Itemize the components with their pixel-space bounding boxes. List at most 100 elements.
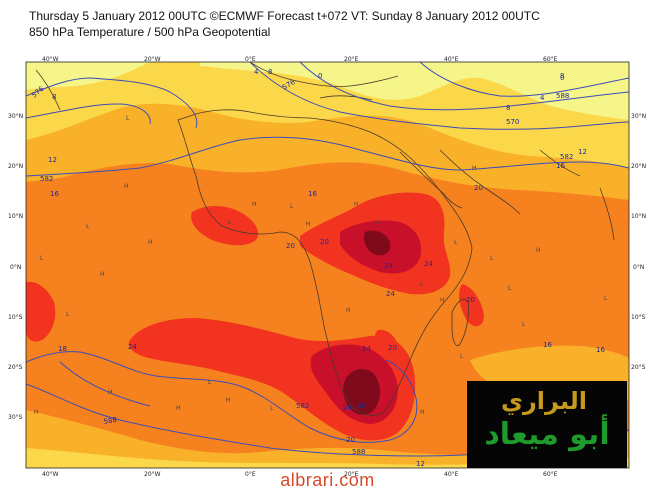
contour-label: 0 [560, 74, 564, 82]
lat-tick-label: 30°N [631, 113, 646, 120]
contour-label: 20 [388, 344, 397, 352]
lon-tick-label: 0°E [245, 471, 256, 478]
contour-label: 12 [578, 148, 587, 156]
lat-tick-label: 10°S [631, 314, 646, 321]
pressure-mark: H [176, 405, 181, 412]
lat-tick-label: 20°N [8, 163, 23, 170]
temp-band-yellow-light-west [26, 62, 150, 90]
contour-label: 582 [296, 402, 309, 410]
temp-band-gold-south [26, 410, 629, 468]
contour-label: 20 [474, 184, 483, 192]
pressure-mark: L [126, 115, 130, 122]
pressure-markers: L H L H H L H L H L H L H L H L L L H H … [34, 115, 608, 416]
pressure-mark: H [100, 271, 105, 278]
contour-label: 24 [386, 290, 395, 298]
contour-label: 588 [103, 416, 118, 426]
contour-label: 24 [362, 345, 371, 353]
lon-tick-label: 20°W [144, 56, 161, 63]
lon-ticks-bottom: 40°W 20°W 0°E 20°E 40°E 60°E [42, 471, 558, 478]
contour-label: 20 [466, 296, 475, 304]
contour-label: 16 [308, 190, 317, 198]
lon-tick-label: 0°E [245, 56, 256, 63]
pressure-mark: L [460, 353, 464, 360]
pressure-mark: H [108, 389, 113, 396]
temp-band-red-west-africa [191, 206, 259, 246]
map-frame [25, 61, 630, 469]
site-watermark: albrari.com [280, 470, 375, 490]
lat-tick-label: 20°S [8, 364, 23, 371]
map-subtitle: 850 hPa Temperature / 500 hPa Geopotenti… [29, 25, 271, 39]
lon-tick-label: 40°W [42, 471, 59, 478]
pressure-mark: L [290, 203, 294, 210]
temp-band-dark-south [343, 369, 380, 415]
lat-tick-label: 20°N [631, 163, 646, 170]
temp-band-red-east [459, 284, 484, 327]
temp-band-dark-central [364, 230, 391, 256]
pressure-mark: H [306, 221, 311, 228]
pressure-mark: H [226, 397, 231, 404]
lon-tick-label: 40°W [42, 56, 59, 63]
coastlines [35, 62, 615, 416]
contour-label: 24 [424, 260, 433, 268]
contour-label: 20 [346, 436, 355, 444]
contour-label: 588 [352, 448, 365, 456]
contour-label: 0 [318, 72, 322, 80]
lat-ticks-left: 30°N 20°N 10°N 0°N 10°S 20°S 30°S [8, 113, 23, 421]
pressure-mark: H [34, 409, 39, 416]
logo-line-1: البراري [500, 387, 587, 415]
lon-tick-label: 20°E [344, 56, 359, 63]
contour-label: 570 [506, 118, 519, 126]
map-title: Thursday 5 January 2012 00UTC ©ECMWF For… [29, 9, 540, 23]
lat-tick-label: 30°N [8, 113, 23, 120]
temp-band-red-bay [374, 329, 398, 357]
contour-label: 12 [416, 460, 425, 468]
pressure-mark: H [536, 247, 541, 254]
pressure-mark: H [440, 297, 445, 304]
temp-band-yellow [26, 62, 629, 168]
temp-band-yellow-south [26, 448, 629, 468]
pressure-mark: L [522, 321, 526, 328]
pressure-mark: L [454, 239, 458, 246]
lat-tick-label: 10°N [631, 213, 646, 220]
lat-tick-label: 0°N [10, 264, 21, 271]
contour-label: 16 [596, 346, 605, 354]
contour-label: 20 [320, 238, 329, 246]
contour-label: 24 [343, 404, 352, 412]
temp-band-red-southwest [26, 281, 56, 342]
contour-label: 8 [506, 104, 510, 112]
pressure-mark: L [490, 255, 494, 262]
contour-label: 20 [357, 402, 366, 410]
pressure-mark: H [472, 165, 477, 172]
pressure-mark: L [508, 285, 512, 292]
contour-label: 18 [58, 345, 67, 353]
pressure-mark: L [66, 311, 70, 318]
lat-ticks-right: 30°N 20°N 10°N 0°N 10°S 20°S [631, 113, 646, 371]
albrari-logo: البراري أبو ميعاد [467, 381, 627, 468]
lon-tick-label: 40°E [444, 56, 459, 63]
lat-tick-label: 30°S [8, 414, 23, 421]
pressure-mark: H [124, 183, 129, 190]
contour-label: 20 [286, 242, 295, 250]
contour-label: 8 [52, 93, 56, 101]
contour-label: 4 [540, 94, 545, 102]
contour-label: 582 [560, 153, 573, 161]
pressure-mark: H [420, 409, 425, 416]
lat-tick-label: 0°N [633, 264, 644, 271]
contour-label: 8 [268, 68, 272, 76]
lat-tick-label: 10°S [8, 314, 23, 321]
contour-label: 4 [254, 68, 259, 76]
lon-tick-label: 20°W [144, 471, 161, 478]
lon-ticks-top: 40°W 20°W 0°E 20°E 40°E 60°E [42, 56, 558, 63]
contour-labels: 576 8 4 8 576 0 4 8 570 8 12 582 16 12 5… [30, 68, 605, 468]
contour-label: 588 [556, 92, 569, 100]
lon-tick-label: 40°E [444, 471, 459, 478]
pressure-mark: L [376, 219, 380, 226]
lon-tick-label: 60°E [543, 471, 558, 478]
contour-label: 24 [384, 262, 393, 270]
pressure-mark: L [86, 223, 90, 230]
contour-label: 16 [543, 341, 552, 349]
pressure-mark: L [208, 379, 212, 386]
lat-tick-label: 20°S [631, 364, 646, 371]
pressure-mark: L [420, 281, 424, 288]
pressure-mark: H [354, 201, 359, 208]
